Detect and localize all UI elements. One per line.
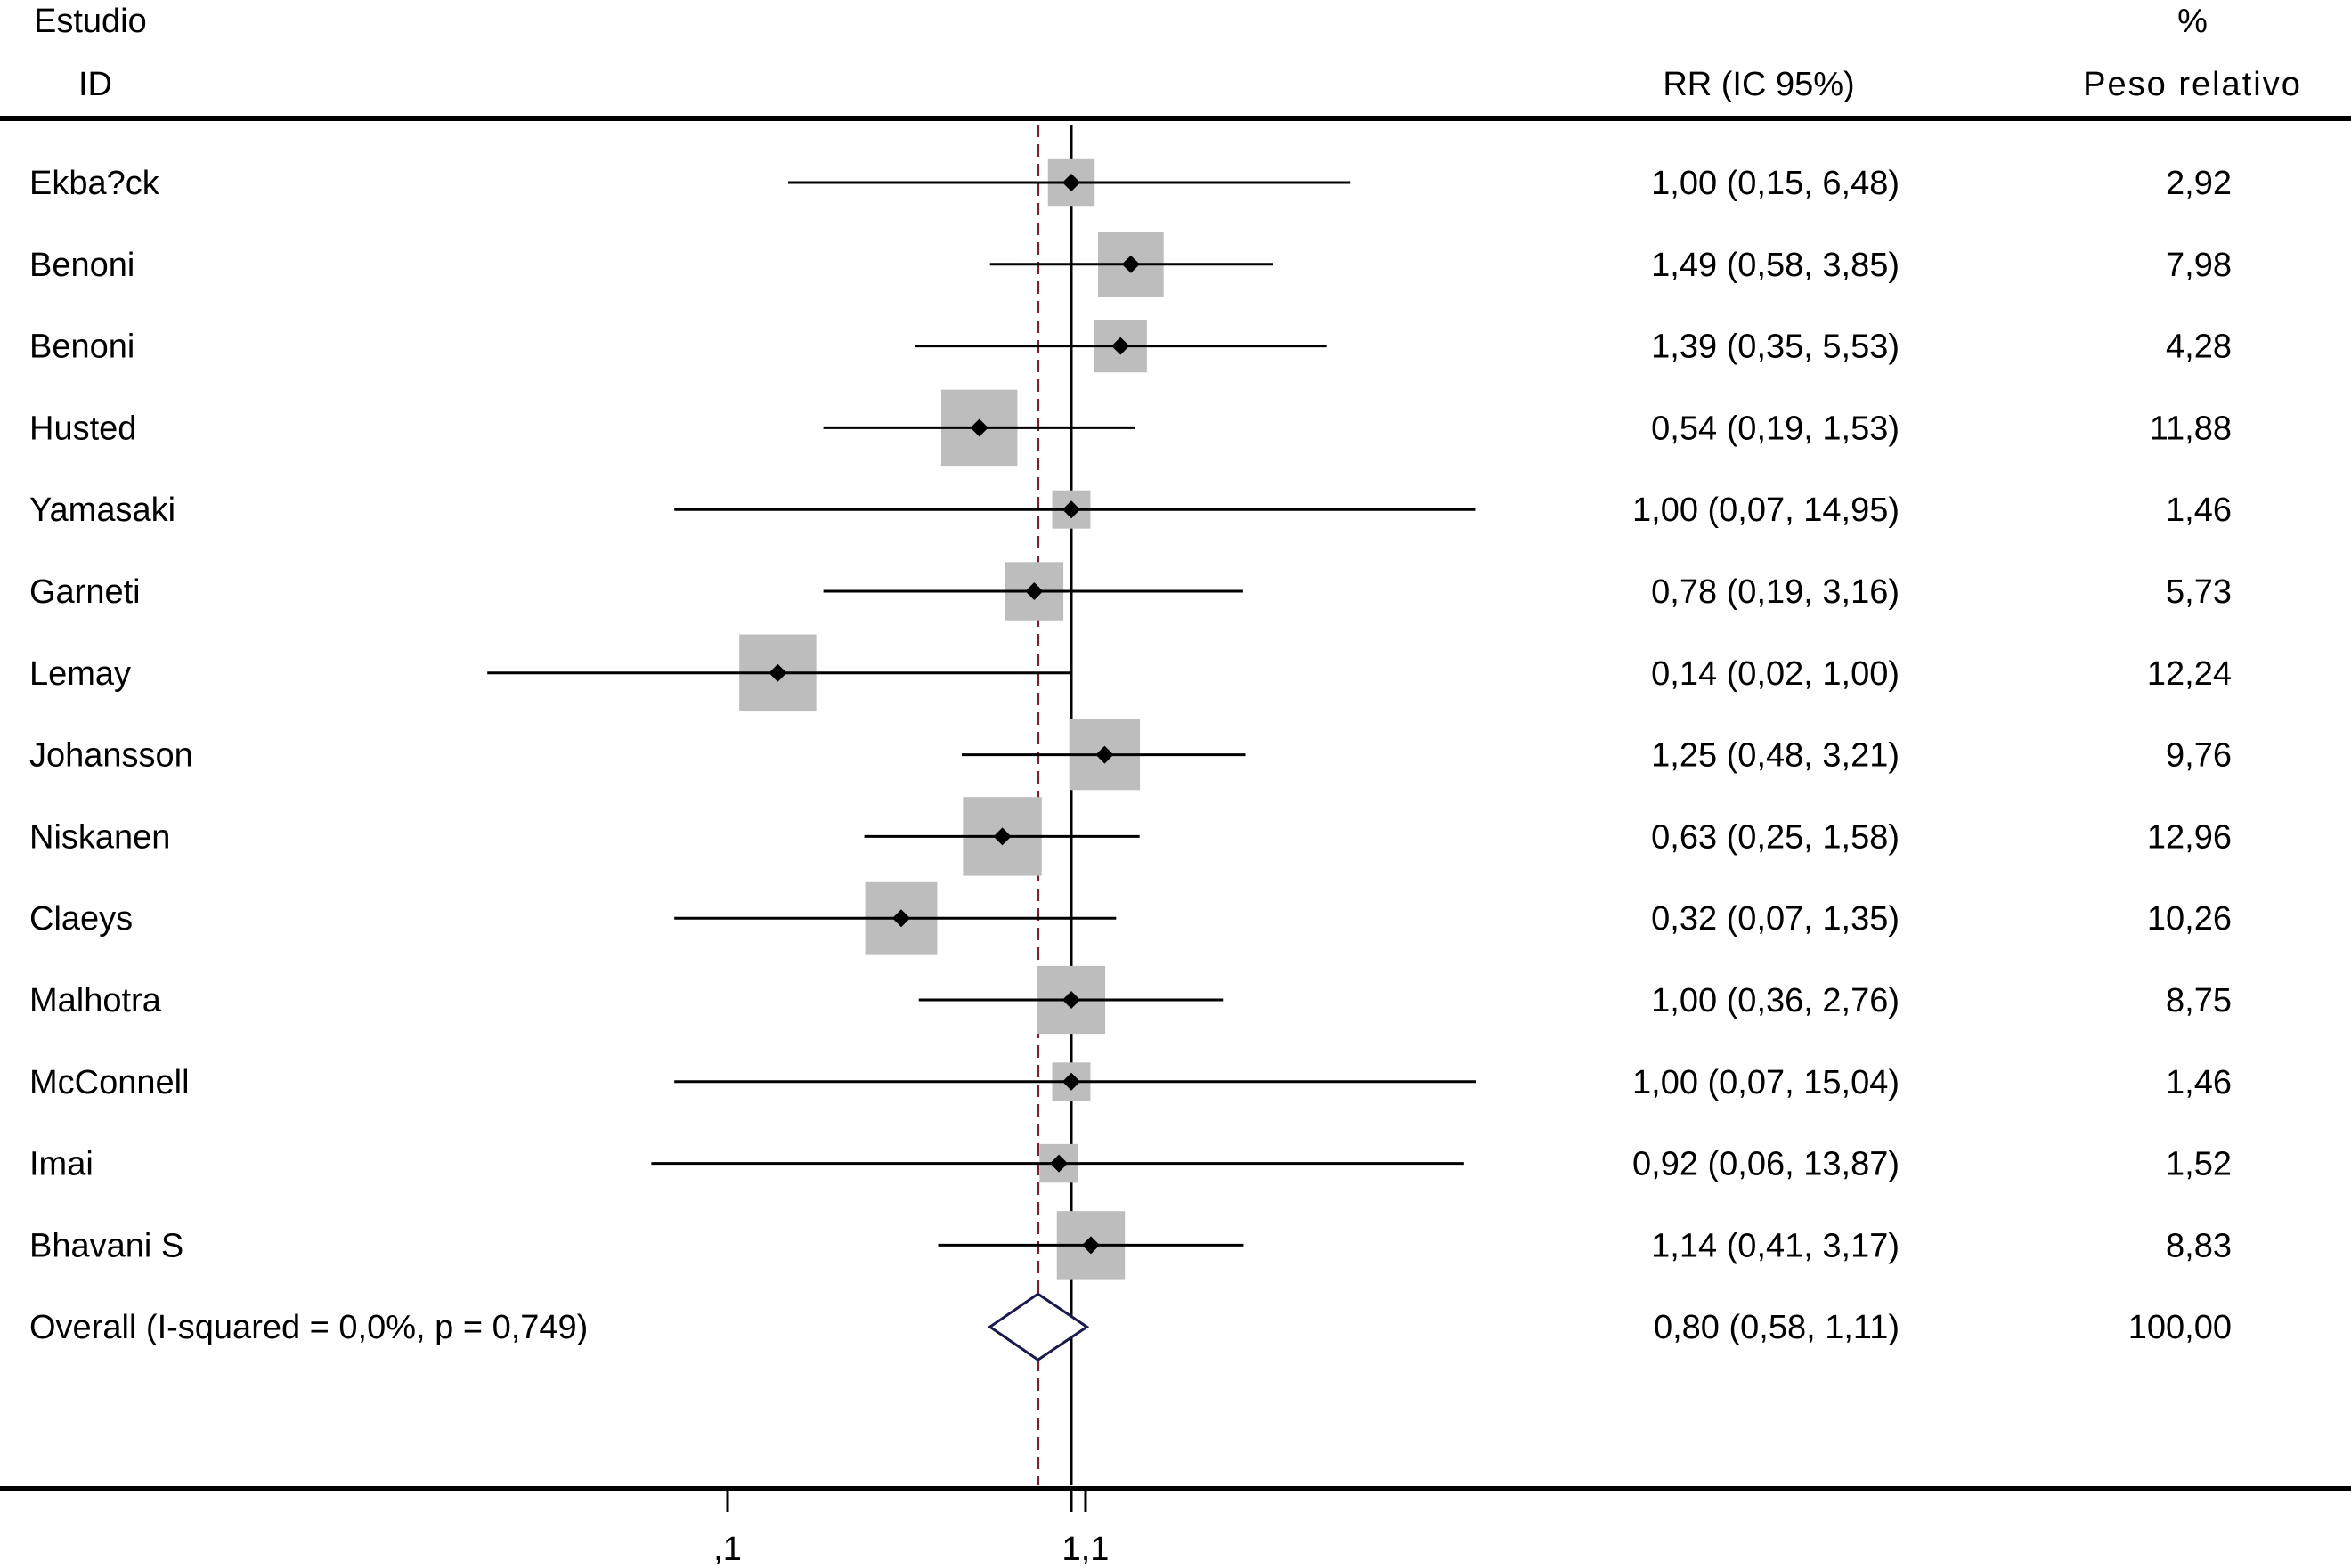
rr-ci-value: 1,00 (0,07, 15,04) <box>1632 1064 1900 1101</box>
study-row: Imai 0,92 (0,06, 13,87) 1,52 <box>29 1143 2232 1183</box>
study-row: McConnell 1,00 (0,07, 15,04) 1,46 <box>29 1062 2232 1101</box>
rr-column-header: RR (IC 95%) <box>1663 66 1854 103</box>
overall-weight-value: 100,00 <box>2128 1309 2232 1346</box>
rr-ci-value: 0,32 (0,07, 1,35) <box>1651 900 1900 938</box>
overall-label: Overall (I-squared = 0,0%, p = 0,749) <box>29 1309 588 1346</box>
rr-ci-value: 0,63 (0,25, 1,58) <box>1651 818 1900 856</box>
rr-ci-value: 1,00 (0,07, 14,95) <box>1632 492 1900 529</box>
rr-ci-value: 1,00 (0,15, 6,48) <box>1651 165 1900 202</box>
weight-value: 9,76 <box>2166 737 2232 775</box>
study-name: Niskanen <box>29 818 170 856</box>
rr-ci-value: 1,25 (0,48, 3,21) <box>1651 737 1900 775</box>
rr-ci-value: 1,14 (0,41, 3,17) <box>1651 1227 1900 1264</box>
weight-value: 11,88 <box>2150 410 2232 447</box>
study-name: Benoni <box>29 247 134 284</box>
overall-diamond <box>988 1292 1090 1362</box>
study-row: Yamasaki 1,00 (0,07, 14,95) 1,46 <box>29 490 2232 529</box>
weight-column-header: Peso relativo <box>2083 66 2302 103</box>
point-estimate-marker <box>891 909 910 928</box>
point-estimate-marker <box>1062 174 1080 191</box>
point-estimate-marker <box>1025 582 1044 600</box>
rr-ci-value: 1,39 (0,35, 5,53) <box>1651 329 1900 366</box>
overall-rr-ci-value: 0,80 (0,58, 1,11) <box>1654 1309 1900 1346</box>
rows: Ekba?ck 1,00 (0,15, 6,48) 2,92 Benoni 1,49 (… <box>29 158 2232 1362</box>
point-estimate-marker <box>769 663 787 682</box>
point-estimate-marker <box>970 418 988 437</box>
point-estimate-marker <box>1062 500 1080 519</box>
point-estimate-marker <box>1062 991 1080 1009</box>
point-estimate-marker <box>1081 1236 1100 1255</box>
weight-value: 4,28 <box>2166 329 2232 366</box>
weight-value: 12,96 <box>2147 818 2232 856</box>
weight-value: 12,24 <box>2147 655 2232 693</box>
x-tick-label: 1 <box>1062 1531 1080 1568</box>
rr-ci-value: 1,49 (0,58, 3,85) <box>1651 247 1900 284</box>
rr-ci-value: 0,14 (0,02, 1,00) <box>1651 655 1900 693</box>
weight-value: 1,52 <box>2166 1146 2232 1183</box>
rr-ci-value: 1,00 (0,36, 2,76) <box>1651 982 1900 1020</box>
study-name: Yamasaki <box>29 492 175 529</box>
x-tick-label: 1,1 <box>1062 1531 1110 1568</box>
weight-value: 7,98 <box>2166 247 2232 284</box>
study-name: Benoni <box>29 329 134 366</box>
point-estimate-marker <box>993 827 1012 846</box>
study-row: Malhotra 1,00 (0,36, 2,76) 8,75 <box>29 965 2232 1035</box>
x-axis: ,1 11,1 <box>713 1489 1109 1568</box>
weight-value: 1,46 <box>2166 1064 2232 1101</box>
study-row: Benoni 1,39 (0,35, 5,53) 4,28 <box>29 319 2232 373</box>
weight-value: 1,46 <box>2166 492 2232 529</box>
point-estimate-marker <box>1121 255 1140 273</box>
study-name: Ekba?ck <box>29 165 160 202</box>
point-estimate-marker <box>1050 1154 1069 1173</box>
weight-value: 2,92 <box>2166 165 2232 202</box>
rr-ci-value: 0,54 (0,19, 1,53) <box>1651 410 1900 447</box>
study-row: Claeys 0,32 (0,07, 1,35) 10,26 <box>29 881 2232 955</box>
x-tick-label: ,1 <box>713 1531 742 1568</box>
study-row: Garneti 0,78 (0,19, 3,16) 5,73 <box>29 562 2232 621</box>
study-name: McConnell <box>29 1064 190 1101</box>
study-name: Claeys <box>29 900 133 938</box>
study-row: Husted 0,54 (0,19, 1,53) 11,88 <box>29 389 2232 467</box>
study-name: Lemay <box>29 655 131 693</box>
weight-value: 5,73 <box>2166 573 2232 611</box>
header: Estudio ID RR (IC 95%) % Peso relativo <box>34 3 2302 103</box>
rr-ci-value: 0,78 (0,19, 3,16) <box>1651 573 1900 611</box>
study-name: Bhavani S <box>29 1227 183 1264</box>
study-row: Johansson 1,25 (0,48, 3,21) 9,76 <box>29 719 2232 791</box>
study-name: Johansson <box>29 737 193 775</box>
plot-area <box>1037 125 1073 1485</box>
study-name: Imai <box>29 1146 94 1183</box>
study-column-header: Estudio <box>34 3 147 40</box>
study-row: Ekba?ck 1,00 (0,15, 6,48) 2,92 <box>29 158 2232 207</box>
percent-column-header: % <box>2177 3 2208 40</box>
study-row: Niskanen 0,63 (0,25, 1,58) 12,96 <box>29 797 2232 876</box>
study-name: Garneti <box>29 573 141 611</box>
point-estimate-marker <box>1062 1072 1080 1091</box>
study-row: Bhavani S 1,14 (0,41, 3,17) 8,83 <box>29 1211 2232 1280</box>
weight-value: 8,75 <box>2166 982 2232 1020</box>
point-estimate-marker <box>1111 337 1130 355</box>
weight-value: 8,83 <box>2166 1227 2232 1264</box>
weight-value: 10,26 <box>2147 900 2232 938</box>
study-name: Malhotra <box>29 982 162 1020</box>
overall-row: Overall (I-squared = 0,0%, p = 0,749) 0,8… <box>29 1292 2232 1362</box>
study-name: Husted <box>29 410 136 447</box>
study-row: Benoni 1,49 (0,58, 3,85) 7,98 <box>29 231 2232 297</box>
study-row: Lemay 0,14 (0,02, 1,00) 12,24 <box>29 634 2232 712</box>
id-column-header: ID <box>78 66 112 103</box>
rr-ci-value: 0,92 (0,06, 13,87) <box>1632 1146 1900 1183</box>
point-estimate-marker <box>1095 745 1114 764</box>
